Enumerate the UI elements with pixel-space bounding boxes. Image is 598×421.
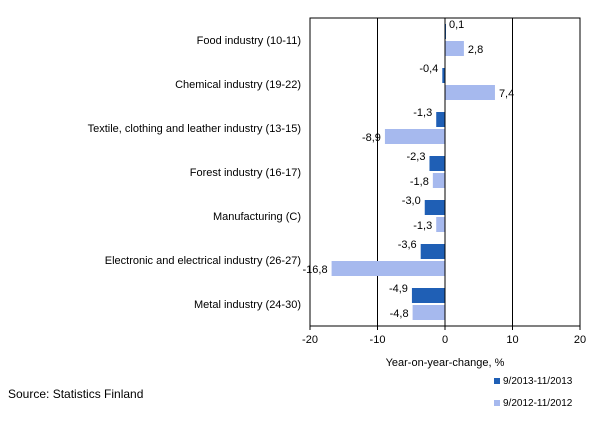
tick-label: -20 (302, 334, 318, 346)
bar (432, 173, 445, 188)
category-label: Textile, clothing and leather industry (… (88, 123, 301, 135)
data-label: -16,8 (303, 264, 328, 276)
legend-label: 9/2012-11/2012 (503, 398, 573, 409)
x-axis-label: Year-on-year-change, % (386, 357, 505, 369)
bar (411, 288, 445, 303)
tick-label: 20 (574, 334, 586, 346)
value-labels: 0,1 2,8 -0,4 7,4 -1,3 -8,9 -2,3 -1,8 -3,0 -1,3 -3,… (303, 19, 515, 320)
tick-label: -10 (370, 334, 386, 346)
legend-swatch (494, 378, 500, 384)
data-label: -4,9 (389, 283, 408, 295)
data-label: -4,8 (390, 308, 409, 320)
x-axis-ticks: -20 -10 0 10 20 (302, 326, 586, 346)
legend-label: 9/2013-11/2013 (503, 376, 573, 387)
bar (436, 112, 445, 127)
bar (412, 305, 445, 320)
data-label: -8,9 (362, 132, 381, 144)
bar (445, 85, 495, 100)
category-labels: Food industry (10-11) Chemical industry (… (88, 35, 301, 311)
category-label: Food industry (10-11) (197, 35, 301, 47)
category-label: Chemical industry (19-22) (175, 79, 301, 91)
data-label: 0,1 (449, 19, 464, 31)
bar (424, 200, 445, 215)
data-label: -1,8 (410, 176, 429, 188)
tick-label: 0 (442, 334, 448, 346)
data-label: -1,3 (413, 220, 432, 232)
bar (429, 156, 445, 171)
data-label: -0,4 (419, 63, 438, 75)
bar (436, 217, 445, 232)
data-label: 7,4 (499, 88, 514, 100)
bar (420, 244, 445, 259)
data-label: 2,8 (468, 44, 483, 56)
data-label: -3,6 (398, 239, 417, 251)
category-label: Electronic and electrical industry (26-2… (105, 255, 301, 267)
bar (445, 41, 464, 56)
category-label: Manufacturing (C) (213, 211, 301, 223)
bar (331, 261, 445, 276)
data-label: -2,3 (407, 151, 426, 163)
legend-swatch (494, 400, 500, 406)
bar (442, 68, 445, 83)
category-label: Metal industry (24-30) (194, 299, 301, 311)
data-label: -1,3 (413, 107, 432, 119)
bars (331, 24, 495, 320)
source-note: Source: Statistics Finland (8, 387, 143, 401)
data-label: -3,0 (402, 195, 421, 207)
tick-label: 10 (506, 334, 518, 346)
legend: 9/2013-11/2013 9/2012-11/2012 (494, 376, 573, 409)
category-label: Forest industry (16-17) (190, 167, 301, 179)
bar (384, 129, 445, 144)
